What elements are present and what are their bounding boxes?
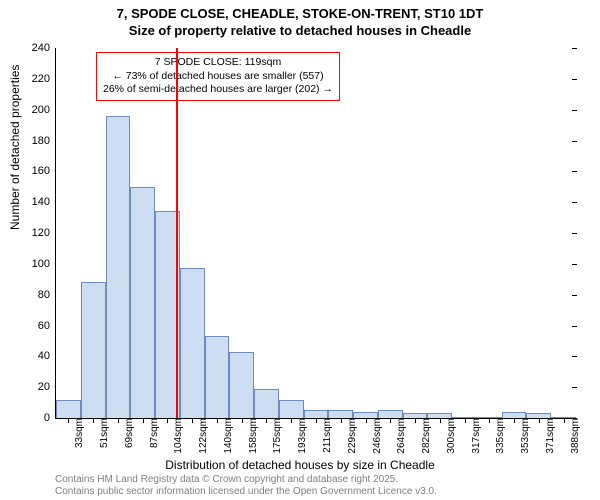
chart-footer: Contains HM Land Registry data © Crown c… — [55, 474, 437, 498]
histogram-bar — [229, 352, 254, 418]
x-tick-mark — [366, 418, 367, 423]
x-tick-label: 211sqm — [316, 418, 333, 453]
x-tick-label: 282sqm — [415, 418, 432, 454]
y-tick-mark — [572, 326, 577, 327]
x-tick-label: 335sqm — [489, 418, 506, 454]
y-tick-label: 140 — [32, 196, 56, 208]
x-tick-mark — [192, 418, 193, 423]
x-tick-mark — [415, 418, 416, 423]
x-tick-mark — [167, 418, 168, 423]
x-axis-label: Distribution of detached houses by size … — [0, 458, 600, 472]
y-tick-label: 80 — [38, 289, 56, 301]
y-tick-mark — [572, 79, 577, 80]
y-tick-mark — [572, 264, 577, 265]
y-tick-label: 180 — [32, 135, 56, 147]
histogram-bar — [56, 400, 81, 419]
y-tick-label: 40 — [38, 350, 56, 362]
x-tick-label: 229sqm — [341, 418, 358, 454]
x-tick-label: 317sqm — [465, 418, 482, 454]
x-tick-mark — [539, 418, 540, 423]
plot-area: 7 SPODE CLOSE: 119sqm ← 73% of detached … — [55, 48, 576, 419]
x-tick-mark — [68, 418, 69, 423]
x-tick-mark — [93, 418, 94, 423]
histogram-bar — [205, 336, 230, 418]
x-tick-mark — [489, 418, 490, 423]
y-tick-mark — [572, 295, 577, 296]
x-tick-mark — [440, 418, 441, 423]
title-line1: 7, SPODE CLOSE, CHEADLE, STOKE-ON-TRENT,… — [117, 6, 484, 21]
x-tick-label: 122sqm — [192, 418, 209, 454]
footer-line1: Contains HM Land Registry data © Crown c… — [55, 474, 398, 485]
histogram-bar — [81, 282, 106, 418]
y-tick-mark — [572, 233, 577, 234]
x-tick-mark — [118, 418, 119, 423]
y-axis-label: Number of detached properties — [8, 65, 22, 230]
annotation-line3: 26% of semi-detached houses are larger (… — [103, 83, 333, 95]
annotation-line2: ← 73% of detached houses are smaller (55… — [112, 70, 323, 82]
x-tick-label: 140sqm — [217, 418, 234, 454]
chart-container: 7, SPODE CLOSE, CHEADLE, STOKE-ON-TRENT,… — [0, 0, 600, 500]
x-tick-label: 51sqm — [93, 418, 110, 448]
histogram-bar — [378, 410, 403, 418]
y-tick-mark — [572, 356, 577, 357]
y-tick-label: 240 — [32, 42, 56, 54]
y-tick-mark — [572, 141, 577, 142]
annotation-box: 7 SPODE CLOSE: 119sqm ← 73% of detached … — [96, 52, 340, 101]
x-tick-label: 353sqm — [514, 418, 531, 454]
x-tick-mark — [514, 418, 515, 423]
histogram-bar — [304, 410, 329, 418]
title-line2: Size of property relative to detached ho… — [129, 23, 471, 38]
histogram-bar — [180, 268, 205, 418]
x-tick-label: 246sqm — [366, 418, 383, 454]
x-tick-label: 104sqm — [167, 418, 184, 454]
x-tick-label: 87sqm — [143, 418, 160, 448]
y-tick-mark — [572, 110, 577, 111]
histogram-bar — [130, 187, 155, 418]
y-tick-label: 160 — [32, 165, 56, 177]
y-tick-mark — [572, 48, 577, 49]
x-tick-label: 264sqm — [390, 418, 407, 454]
annotation-line1: 7 SPODE CLOSE: 119sqm — [155, 56, 281, 68]
y-tick-mark — [572, 171, 577, 172]
histogram-bar — [279, 400, 304, 419]
x-tick-mark — [266, 418, 267, 423]
y-tick-label: 0 — [44, 412, 56, 424]
x-tick-label: 158sqm — [242, 418, 259, 454]
x-tick-label: 371sqm — [539, 418, 556, 454]
y-tick-mark — [572, 202, 577, 203]
x-tick-mark — [217, 418, 218, 423]
chart-title: 7, SPODE CLOSE, CHEADLE, STOKE-ON-TRENT,… — [0, 0, 600, 40]
x-tick-label: 175sqm — [266, 418, 283, 454]
y-tick-label: 100 — [32, 258, 56, 270]
x-tick-label: 69sqm — [118, 418, 135, 448]
y-tick-label: 200 — [32, 104, 56, 116]
x-tick-label: 193sqm — [291, 418, 308, 454]
y-tick-mark — [572, 387, 577, 388]
x-tick-mark — [465, 418, 466, 423]
footer-line2: Contains public sector information licen… — [55, 486, 437, 497]
y-tick-label: 120 — [32, 227, 56, 239]
y-tick-label: 60 — [38, 320, 56, 332]
x-tick-mark — [143, 418, 144, 423]
x-tick-label: 300sqm — [440, 418, 457, 454]
x-tick-mark — [291, 418, 292, 423]
x-tick-mark — [564, 418, 565, 423]
x-tick-mark — [390, 418, 391, 423]
x-tick-mark — [341, 418, 342, 423]
y-tick-label: 220 — [32, 73, 56, 85]
reference-line — [176, 48, 178, 418]
y-tick-label: 20 — [38, 381, 56, 393]
x-tick-label: 33sqm — [68, 418, 85, 448]
x-tick-mark — [316, 418, 317, 423]
x-tick-label: 388sqm — [564, 418, 581, 454]
histogram-bar — [328, 410, 353, 418]
histogram-bar — [106, 116, 131, 418]
x-tick-mark — [242, 418, 243, 423]
histogram-bar — [254, 389, 279, 418]
